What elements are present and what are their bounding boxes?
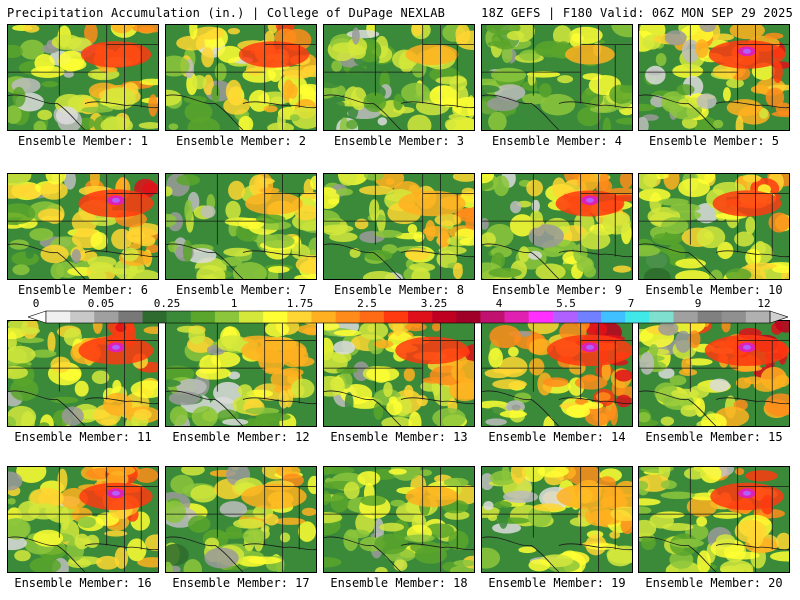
ensemble-map-panel: [323, 320, 475, 427]
colorbar-segment: [745, 311, 771, 323]
ensemble-map-panel: [323, 173, 475, 280]
ensemble-member-label: Ensemble Member: 2: [175, 134, 307, 148]
colorbar-tick-label: 1: [230, 297, 238, 310]
header-valid-time: 18Z GEFS | F180 Valid: 06Z MON SEP 29 20…: [481, 6, 793, 20]
ensemble-member-label: Ensemble Member: 13: [330, 430, 468, 444]
ensemble-member-label: Ensemble Member: 6: [17, 283, 149, 297]
colorbar-segment: [239, 311, 264, 323]
colorbar-max-arrow: [769, 310, 788, 324]
colorbar-segment: [287, 311, 312, 323]
ensemble-member-label: Ensemble Member: 4: [491, 134, 623, 148]
ensemble-member-label: Ensemble Member: 1: [17, 134, 149, 148]
colorbar-tick-label: 12: [757, 297, 771, 310]
header-title: Precipitation Accumulation (in.) | Colle…: [7, 6, 446, 20]
colorbar-segment: [214, 311, 240, 323]
colorbar-segment: [408, 311, 433, 323]
ensemble-map-panel: [323, 466, 475, 573]
ensemble-member-label: Ensemble Member: 14: [488, 430, 626, 444]
ensemble-map-panel: [638, 173, 790, 280]
colorbar-segment: [311, 311, 336, 323]
colorbar-tick-label: 0.25: [153, 297, 181, 310]
ensemble-map-panel: [165, 173, 317, 280]
ensemble-member-label: Ensemble Member: 7: [175, 283, 307, 297]
ensemble-member-label: Ensemble Member: 17: [172, 576, 310, 590]
colorbar-segment: [528, 311, 554, 323]
colorbar-tick-label: 2.5: [357, 297, 377, 310]
colorbar-segment: [625, 311, 650, 323]
colorbar-tick-label: 0: [32, 297, 40, 310]
colorbar-segment: [456, 311, 481, 323]
ensemble-member-label: Ensemble Member: 15: [645, 430, 783, 444]
ensemble-member-label: Ensemble Member: 8: [333, 283, 465, 297]
colorbar-segment: [46, 311, 71, 323]
colorbar-segment: [697, 311, 723, 323]
colorbar-segment: [70, 311, 95, 323]
ensemble-member-label: Ensemble Member: 11: [14, 430, 152, 444]
ensemble-map-panel: [481, 24, 633, 131]
colorbar-tick-label: 9: [694, 297, 702, 310]
colorbar-segment: [263, 311, 288, 323]
colorbar-tick-label: 7: [627, 297, 635, 310]
ensemble-map-panel: [7, 173, 159, 280]
ensemble-member-label: Ensemble Member: 9: [491, 283, 623, 297]
ensemble-map-panel: [481, 466, 633, 573]
ensemble-member-label: Ensemble Member: 3: [333, 134, 465, 148]
colorbar-segment: [94, 311, 119, 323]
ensemble-member-label: Ensemble Member: 20: [645, 576, 783, 590]
colorbar-segment: [649, 311, 674, 323]
colorbar-tick-label: 0.05: [87, 297, 115, 310]
colorbar-segment: [601, 311, 626, 323]
colorbar-segment: [383, 311, 409, 323]
ensemble-member-label: Ensemble Member: 10: [645, 283, 783, 297]
colorbar-segment: [166, 311, 192, 323]
colorbar-segment: [480, 311, 505, 323]
ensemble-member-label: Ensemble Member: 18: [330, 576, 468, 590]
ensemble-map-panel: [638, 24, 790, 131]
colorbar-segment: [504, 311, 529, 323]
ensemble-member-label: Ensemble Member: 19: [488, 576, 626, 590]
ensemble-member-label: Ensemble Member: 16: [14, 576, 152, 590]
colorbar-segment: [118, 311, 143, 323]
colorbar-tick-label: 3.25: [420, 297, 448, 310]
colorbar-segment: [552, 311, 578, 323]
ensemble-map-panel: [7, 24, 159, 131]
colorbar-tick-label: 5.5: [556, 297, 576, 310]
ensemble-map-panel: [165, 24, 317, 131]
colorbar-tick-label: 1.75: [286, 297, 314, 310]
ensemble-map-panel: [481, 320, 633, 427]
colorbar-segment: [721, 311, 747, 323]
colorbar-segment: [359, 311, 385, 323]
colorbar-segment: [335, 311, 361, 323]
ensemble-map-panel: [638, 466, 790, 573]
colorbar-tick-label: 4: [495, 297, 503, 310]
colorbar-segment: [576, 311, 602, 323]
ensemble-member-label: Ensemble Member: 12: [172, 430, 310, 444]
colorbar-segment: [142, 311, 167, 323]
colorbar-segment: [432, 311, 457, 323]
ensemble-member-label: Ensemble Member: 5: [648, 134, 780, 148]
colorbar-segment: [673, 311, 698, 323]
colorbar-segment: [190, 311, 216, 323]
ensemble-map-panel: [165, 320, 317, 427]
ensemble-map-panel: [481, 173, 633, 280]
ensemble-map-panel: [165, 466, 317, 573]
ensemble-map-panel: [638, 320, 790, 427]
colorbar-min-arrow: [28, 310, 47, 324]
ensemble-map-panel: [7, 320, 159, 427]
precip-colorbar: [28, 310, 788, 324]
ensemble-map-panel: [323, 24, 475, 131]
ensemble-map-panel: [7, 466, 159, 573]
